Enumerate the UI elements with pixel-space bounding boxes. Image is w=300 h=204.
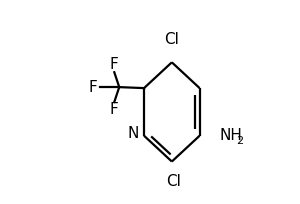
Text: F: F — [110, 102, 119, 118]
Text: 2: 2 — [236, 136, 243, 146]
Text: N: N — [128, 126, 139, 141]
Text: F: F — [110, 57, 119, 72]
Text: Cl: Cl — [164, 32, 179, 47]
Text: Cl: Cl — [167, 174, 181, 189]
Text: NH: NH — [220, 128, 242, 143]
Text: F: F — [88, 80, 97, 95]
